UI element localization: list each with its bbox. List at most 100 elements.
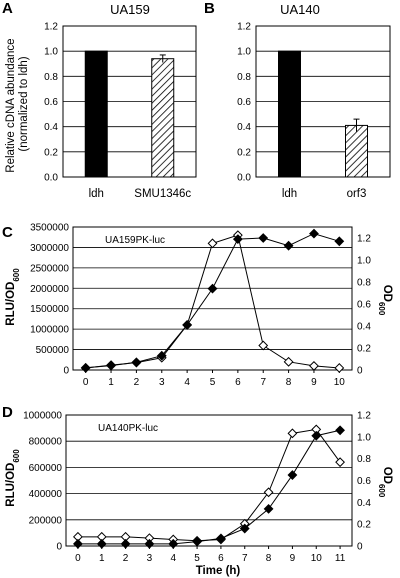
chart-c-xtick-label: 8	[286, 377, 292, 388]
chart-d-xtick-label: 10	[311, 553, 323, 564]
chart-c-ytick-label: 3500000	[30, 223, 69, 234]
chart-d-ytick-label: 200000	[29, 515, 63, 526]
ylabel-c-right: OD600	[378, 285, 394, 316]
chart-d-y2tick-label: 1.2	[357, 411, 371, 422]
ylabel-c-left-main: RLU/OD	[5, 282, 17, 326]
chart-d-xtick-label: 0	[75, 553, 81, 564]
chart-b-bar	[278, 50, 301, 178]
chart-c-point-filled	[207, 283, 218, 294]
chart-c-point-open	[334, 363, 345, 373]
chart-c-ytick-label: 500000	[36, 345, 70, 356]
panel-a-title: UA159	[110, 2, 150, 17]
chart-c-point-filled	[182, 319, 193, 330]
chart-b: 0.0 0.2 0.4 0.6 0.8 1.0 1.2 ldh orf3	[237, 22, 391, 200]
chart-b-ytick-label: 0.8	[237, 72, 251, 83]
panel-c-letter: C	[2, 224, 13, 241]
ylabel-c-right-main: OD	[381, 285, 393, 302]
chart-c-point-filled	[80, 362, 91, 373]
ylabel-d-right-sub: 600	[378, 484, 387, 498]
chart-d-y2tick-label: 0.6	[357, 476, 371, 487]
chart-a-ytick-label: 0.2	[44, 147, 58, 158]
ylabel-ab-line2: (normalized to ldh)	[18, 56, 30, 151]
chart-c-point-filled	[156, 350, 167, 361]
chart-c-xtick-label: 4	[184, 377, 190, 388]
chart-a-ytick-label: 1.2	[44, 22, 58, 33]
chart-c-plot-frame	[72, 226, 353, 371]
chart-c-xtick-label: 0	[83, 377, 89, 388]
chart-d-plot-frame	[65, 414, 353, 547]
chart-d-xtick-label: 9	[290, 553, 296, 564]
chart-c-point-filled	[106, 360, 116, 371]
chart-d-point-open	[335, 457, 345, 468]
chart-c-point-open	[283, 356, 294, 367]
chart-b-category-label: ldh	[282, 188, 297, 200]
chart-d-xtick-label: 6	[218, 553, 224, 564]
chart-c-series-line-2	[85, 233, 340, 369]
chart-a-ytick-label: 0.8	[44, 72, 58, 83]
chart-b-bar	[345, 124, 368, 178]
chart-d-xtick-label: 1	[99, 553, 105, 564]
chart-d-xtick-label: 2	[123, 553, 129, 564]
chart-d-y2tick-label: 0.2	[357, 520, 371, 531]
ylabel-ab-line1: Relative cDNA abundance	[5, 38, 17, 172]
chart-d-point-filled	[73, 538, 83, 549]
chart-d-point-filled	[120, 538, 131, 549]
chart-d-series-line-2	[77, 429, 341, 545]
chart-d-y2tick-label: 0	[357, 542, 363, 553]
chart-d-point-filled	[311, 430, 322, 441]
chart-c-ytick-label: 2500000	[30, 263, 69, 274]
chart-d-point-open	[287, 428, 298, 439]
ylabel-d-right-main: OD	[381, 467, 393, 484]
chart-b-ytick-label: 1.2	[237, 22, 251, 33]
chart-c-chart-title: UA159PK-luc	[105, 235, 165, 246]
chart-c-y2tick-label: 0.4	[357, 322, 371, 333]
chart-a-bar	[84, 50, 108, 178]
chart-d-xtick-label: 11	[335, 553, 346, 564]
ylabel-d-left-sub: 600	[12, 449, 21, 463]
chart-d-ytick-label: 400000	[29, 489, 63, 500]
chart-c-point-filled	[283, 240, 294, 251]
chart-a-category-label: ldh	[89, 188, 104, 200]
chart-d-point-filled	[335, 425, 345, 436]
chart-d-point-filled	[263, 503, 274, 514]
chart-d-ytick-label: 800000	[29, 437, 63, 448]
chart-d-y2tick-label: 1.0	[357, 432, 371, 443]
chart-d-point-filled	[168, 538, 179, 549]
chart-a: 0.0 0.2 0.4 0.6 0.8 1.0 1.2 ldh SMU1346c	[44, 22, 197, 200]
chart-c-y2tick-label: 0.2	[357, 344, 371, 355]
chart-c-ytick-label: 2000000	[30, 284, 69, 295]
chart-c-point-filled	[258, 233, 269, 243]
chart-c: 0 500000 1000000 1500000 2000000 2500000 30000…	[30, 223, 371, 389]
chart-c-ytick-label: 1500000	[30, 304, 69, 315]
xlabel-d: Time (h)	[196, 565, 241, 577]
chart-a-category-label: SMU1346c	[134, 188, 191, 200]
chart-c-xtick-label: 7	[260, 377, 266, 388]
panel-b-title: UA140	[280, 2, 320, 17]
panel-a-letter: A	[2, 0, 13, 17]
chart-b-ytick-label: 0.4	[237, 122, 251, 133]
chart-d-point-open	[263, 487, 274, 498]
chart-d-point-filled	[239, 523, 250, 534]
panel-d-letter: D	[2, 404, 13, 421]
ylabel-c-left-sub: 600	[12, 268, 21, 282]
ylabel-ab: Relative cDNA abundance (normalized to l…	[5, 35, 30, 172]
chart-d-ytick-label: 0	[56, 542, 62, 553]
ylabel-d-right: OD600	[378, 467, 394, 498]
chart-c-point-filled	[334, 236, 345, 247]
ylabel-c-right-sub: 600	[378, 302, 387, 316]
chart-c-point-open	[258, 340, 269, 351]
chart-c-xtick-label: 1	[108, 377, 114, 388]
chart-a-ytick-label: 0.0	[44, 173, 58, 184]
chart-d-point-filled	[287, 470, 298, 480]
chart-d: 0 200000 400000 600000 800000 1000000 0 0.2 0.4 0…	[23, 411, 371, 565]
chart-d-y2tick-label: 0.8	[357, 454, 371, 465]
chart-c-ytick-label: 3000000	[30, 243, 69, 254]
chart-c-series-line-1	[85, 234, 340, 369]
chart-d-ytick-label: 600000	[29, 463, 63, 474]
chart-b-category-label: orf3	[347, 188, 367, 200]
chart-d-ytick-label: 1000000	[23, 411, 62, 422]
chart-d-xtick-label: 3	[147, 553, 153, 564]
chart-c-point-filled	[131, 357, 142, 368]
ylabel-c-left: RLU/OD600	[5, 268, 21, 326]
chart-c-xtick-label: 3	[159, 377, 165, 388]
